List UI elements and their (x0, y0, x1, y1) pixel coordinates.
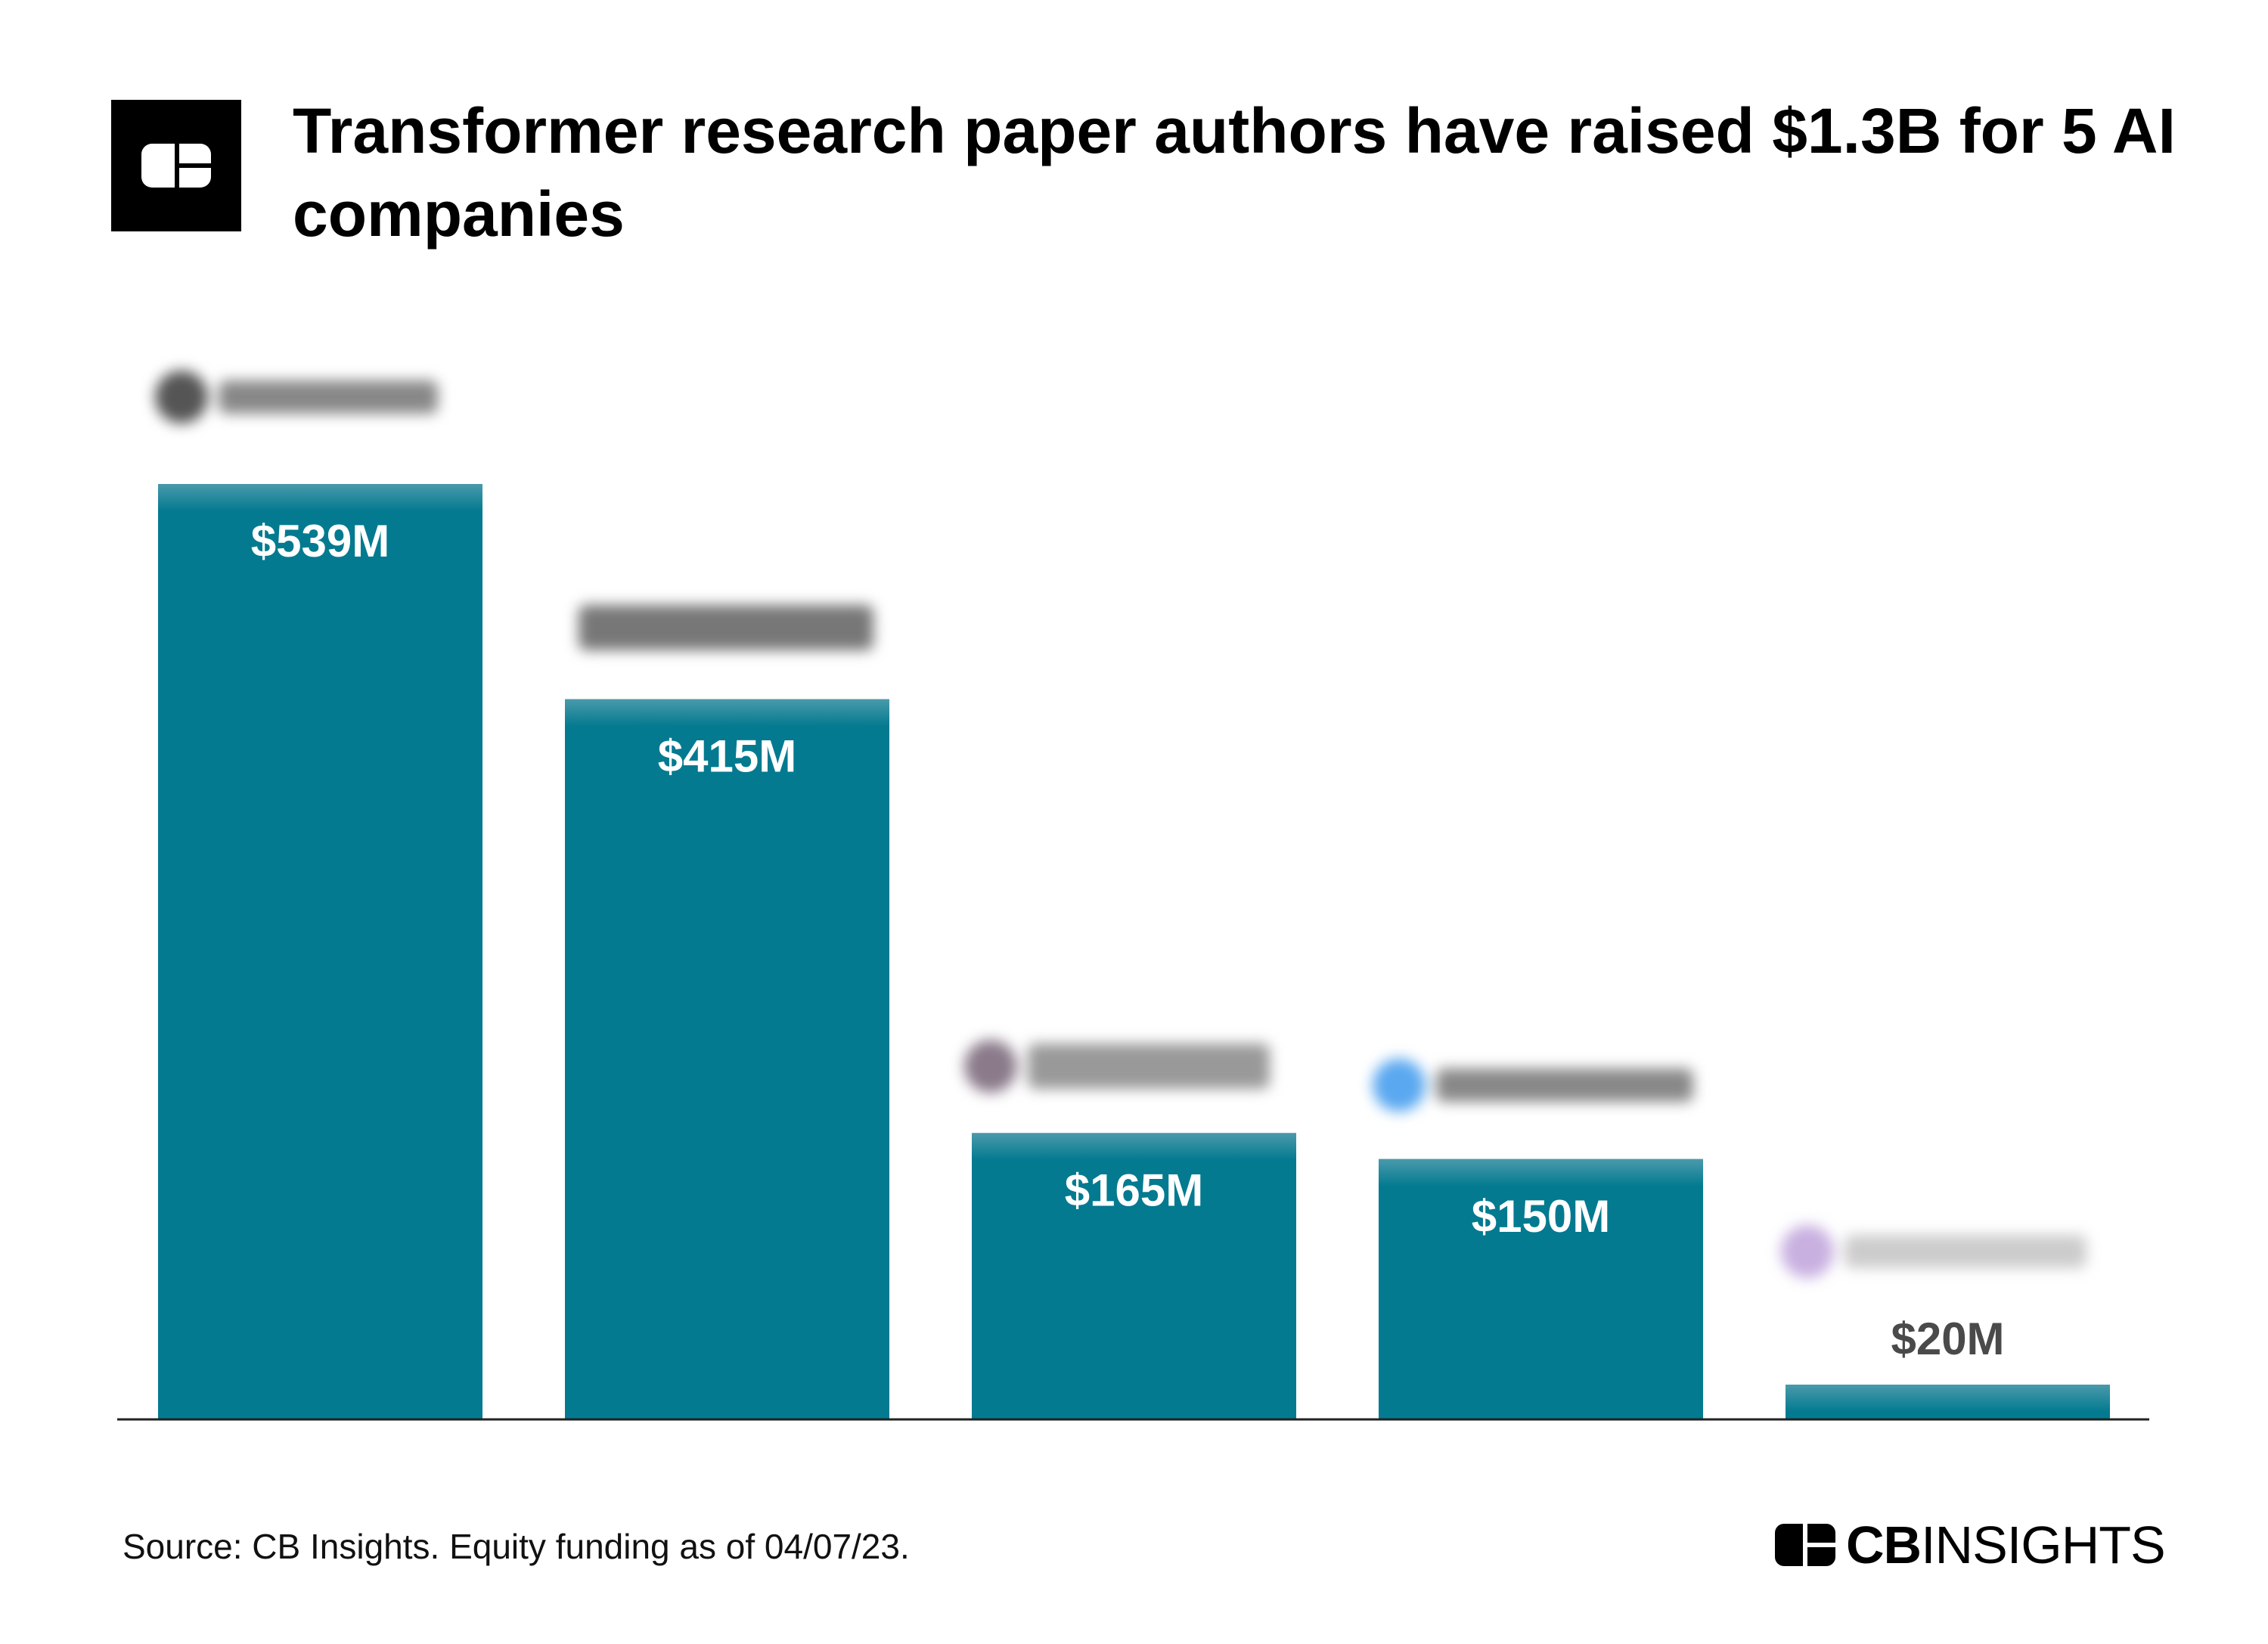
brand-light: INSIGHTS (1921, 1515, 2166, 1574)
bar-highlight (1786, 1385, 2110, 1413)
data-label-3: $165M (1065, 1165, 1203, 1215)
bar-4 (1379, 1159, 1703, 1419)
bar-highlight (565, 699, 889, 727)
chart-title: Transformer research paper authors have … (293, 95, 2176, 250)
data-label-4: $150M (1472, 1191, 1610, 1242)
bar-highlight (158, 484, 482, 511)
data-label-1: $539M (251, 516, 389, 566)
company-logo-5 (1781, 1225, 2086, 1278)
bar-2 (565, 699, 889, 1419)
cb-logo-icon (1775, 1524, 1835, 1566)
data-label-5: $20M (1891, 1314, 2004, 1364)
cb-insights-logo: CBINSIGHTS (1775, 1515, 2166, 1574)
bar-highlight (1379, 1159, 1703, 1186)
company-logo-3 (964, 1040, 1270, 1093)
bar-3 (972, 1133, 1296, 1419)
bar-highlight (972, 1133, 1296, 1161)
company-logo-1 (155, 371, 438, 423)
bar-1 (158, 484, 482, 1419)
data-label-2: $415M (658, 731, 796, 782)
company-logo-4 (1373, 1059, 1693, 1112)
cb-insights-icon (111, 100, 241, 231)
company-logo-2 (579, 605, 873, 650)
brand-bold: CB (1846, 1515, 1922, 1574)
source-note: Source: CB Insights. Equity funding as o… (123, 1527, 910, 1566)
